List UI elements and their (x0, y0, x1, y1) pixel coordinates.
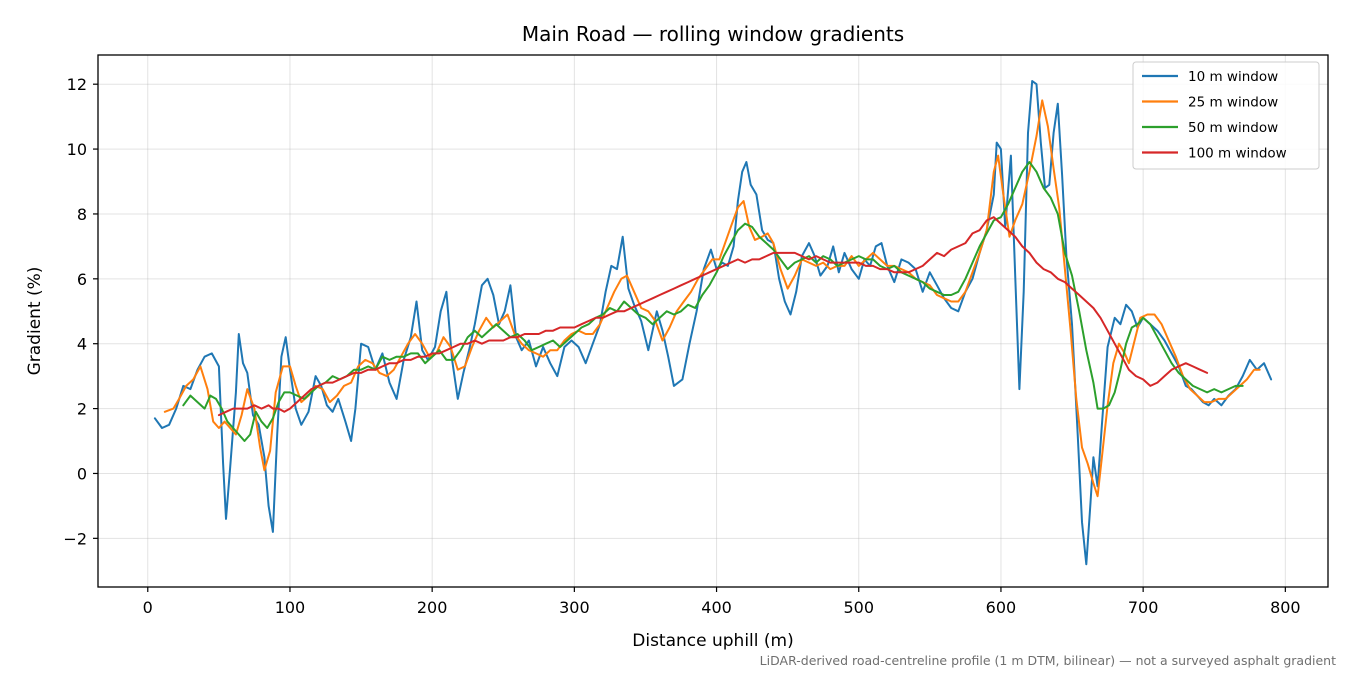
x-tick-label: 200 (417, 598, 448, 617)
legend-label: 100 m window (1188, 146, 1287, 162)
y-tick-label: 6 (77, 270, 87, 289)
series-line-100-m-window (217, 216, 1209, 417)
legend-box (1132, 61, 1320, 170)
legend-label: 50 m window (1188, 120, 1278, 136)
axis-ticks: 0 100 200 300 400 500 600 700 800 −2 0 2 4 6 8 10 12 (63, 75, 1300, 617)
y-tick-label: 4 (77, 335, 87, 354)
chart-title: Main Road — rolling window gradients (522, 22, 904, 46)
y-tick-label: 12 (67, 75, 87, 94)
legend-label: 25 m window (1188, 95, 1278, 111)
x-tick-label: 0 (143, 598, 153, 617)
y-tick-label: 8 (77, 205, 87, 224)
series-line-25-m-window (163, 99, 1261, 498)
y-axis-label: Gradient (%) (25, 267, 45, 376)
y-tick-label: −2 (63, 529, 87, 548)
x-tick-label: 100 (275, 598, 306, 617)
x-axis-label: Distance uphill (m) (632, 631, 793, 651)
x-tick-label: 500 (843, 598, 874, 617)
legend: 10 m window 25 m window 50 m window 100 m w… (1132, 61, 1320, 170)
series-lines (153, 80, 1273, 566)
y-tick-label: 10 (67, 140, 87, 159)
footnote: LiDAR-derived road-centreline profile (1… (760, 653, 1336, 668)
plot-frame (97, 54, 1329, 588)
x-tick-label: 600 (986, 598, 1017, 617)
legend-label: 10 m window (1188, 69, 1278, 85)
x-tick-label: 700 (1128, 598, 1159, 617)
series-line-10-m-window (153, 80, 1273, 566)
y-tick-label: 0 (77, 464, 87, 483)
x-tick-label: 400 (701, 598, 732, 617)
x-tick-label: 800 (1270, 598, 1301, 617)
y-tick-label: 2 (77, 400, 87, 419)
x-tick-label: 300 (559, 598, 590, 617)
